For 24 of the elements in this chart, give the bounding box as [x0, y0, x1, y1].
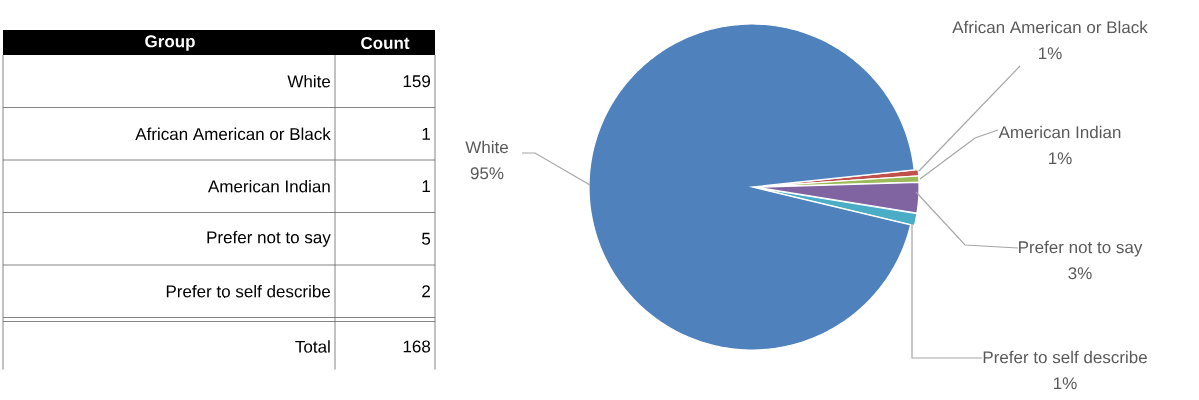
data-label: 1%: [1054, 377, 1077, 390]
data-label: 3%: [1068, 267, 1092, 280]
slice-label: African American or Black: [952, 20, 1148, 34]
data-label: 1%: [1039, 47, 1062, 60]
slice-label: White: [465, 140, 508, 154]
text: Count: [361, 36, 410, 50]
category-label: American Indian: [207, 179, 330, 193]
data-label: 2: [422, 285, 430, 298]
slice-label: Prefer not to say: [1019, 240, 1143, 257]
category-label: Prefer to self describe: [166, 284, 331, 298]
category-label: Prefer not to say: [207, 230, 331, 247]
data-label: 1: [422, 127, 430, 140]
data-label: 159: [403, 75, 431, 88]
text: Total: [295, 340, 330, 353]
data-label: 5: [422, 232, 431, 245]
slice-label: American Indian: [998, 125, 1121, 139]
data-label: 1: [422, 180, 430, 193]
data-label: 1%: [1049, 152, 1072, 165]
text: 168: [403, 340, 431, 353]
category-label: African American or Black: [135, 127, 331, 141]
slice-label: Prefer to self describe: [983, 350, 1147, 364]
text: Group: [145, 35, 195, 51]
data-label: 95%: [470, 167, 504, 180]
category-label: White: [287, 74, 331, 88]
